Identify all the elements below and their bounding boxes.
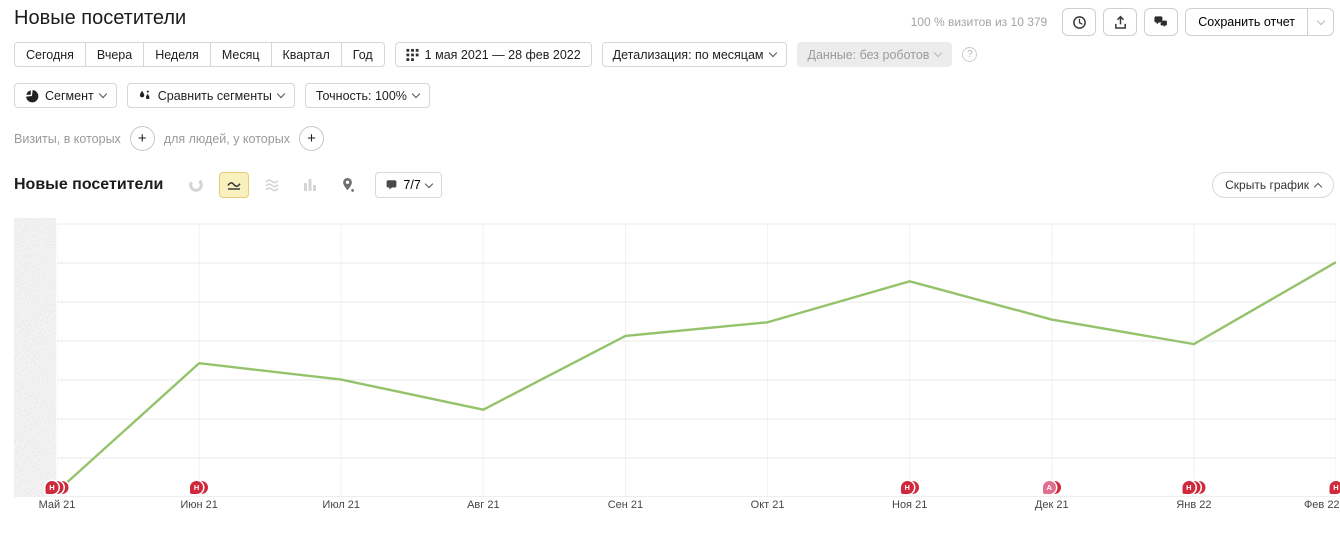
chevron-down-icon — [411, 89, 421, 99]
accuracy-label: Точность: 100% — [315, 88, 407, 103]
chart-type-map-button[interactable] — [333, 172, 363, 198]
detalization-label: Детализация: по месяцам — [612, 47, 764, 62]
annotation-bubble-icon: Н — [45, 481, 59, 494]
map-pin-icon — [343, 178, 355, 192]
x-axis-label: Авг 21 — [467, 499, 500, 511]
detalization-button[interactable]: Детализация: по месяцам — [601, 42, 787, 67]
date-range-button[interactable]: 1 мая 2021 — 28 фев 2022 — [394, 42, 592, 67]
compare-segments-button[interactable]: Сравнить сегменты — [126, 83, 295, 108]
annotation-badge[interactable]: Н — [190, 481, 209, 496]
save-report-split-button: Сохранить отчет — [1185, 8, 1334, 36]
history-clock-icon — [1072, 15, 1086, 29]
chart-type-donut-button[interactable] — [181, 172, 211, 198]
annotation-badge[interactable]: Н — [45, 481, 69, 496]
x-axis-label: Июн 21 — [180, 499, 218, 511]
data-filter-label: Данные: без роботов — [807, 47, 930, 62]
x-axis-label: Ноя 21 — [892, 499, 928, 511]
chevron-down-icon — [768, 48, 777, 58]
chart-type-stacked-button[interactable] — [257, 172, 287, 198]
visits-summary: 100 % визитов из 10 379 — [910, 15, 1048, 29]
annotation-badge[interactable]: Н — [900, 481, 919, 496]
chart-title: Новые посетители — [14, 176, 164, 193]
x-axis-label: Июл 21 — [322, 499, 361, 511]
stacked-area-icon — [265, 179, 279, 192]
chart-canvas — [57, 223, 1336, 497]
x-axis-label: Май 21 — [38, 499, 76, 511]
comments-button[interactable] — [1144, 8, 1179, 36]
annotation-bubble-icon: Н — [900, 481, 914, 494]
chart-type-line-button[interactable] — [219, 172, 250, 198]
add-people-filter-button[interactable]: + — [298, 126, 324, 151]
chevron-up-icon — [1313, 182, 1323, 191]
export-button[interactable] — [1103, 8, 1138, 36]
export-icon — [1114, 15, 1126, 29]
page-title: Новые посетители — [14, 7, 187, 29]
annotation-bubble-icon: Н — [190, 481, 204, 494]
annotation-badge[interactable]: Н — [1329, 481, 1340, 496]
period-tab-today[interactable]: Сегодня — [14, 42, 86, 67]
comments-count: 7/7 — [403, 178, 421, 192]
segment-label: Сегмент — [45, 88, 94, 103]
accuracy-button[interactable]: Точность: 100% — [304, 83, 430, 108]
annotation-bubble-icon: Н — [1329, 481, 1340, 494]
header-toolbar: 100 % визитов из 10 379 Сохранить отчет — [911, 8, 1334, 36]
compare-segments-label: Сравнить сегменты — [157, 88, 272, 103]
annotation-badge[interactable]: А — [1042, 481, 1061, 496]
period-tab-year[interactable]: Год — [340, 42, 385, 67]
filter-row: Визиты, в которых + для людей, у которых… — [14, 126, 324, 151]
redacted-y-axis-noise — [14, 218, 56, 497]
period-tab-quarter[interactable]: Квартал — [270, 42, 342, 67]
chevron-down-icon — [98, 89, 107, 99]
segment-row: Сегмент Сравнить сегменты Точность: 100% — [14, 83, 430, 108]
comments-icon — [1154, 15, 1169, 29]
period-tab-month[interactable]: Месяц — [209, 42, 272, 67]
calendar-grid-icon — [406, 48, 419, 61]
pie-segment-icon — [26, 89, 39, 102]
donut-chart-icon — [189, 178, 204, 192]
bar-chart-icon — [304, 179, 317, 191]
annotation-badge[interactable]: Н — [1182, 481, 1206, 496]
data-filter-button[interactable]: Данные: без роботов — [796, 42, 953, 67]
annotation-bubble-icon: А — [1042, 481, 1056, 494]
segment-button[interactable]: Сегмент — [14, 83, 117, 108]
help-icon[interactable]: ? — [962, 47, 978, 62]
x-axis-label: Окт 21 — [750, 499, 785, 511]
chart-comments-button[interactable]: 7/7 — [375, 172, 442, 198]
period-tab-week[interactable]: Неделя — [143, 42, 211, 67]
drops-icon — [139, 90, 150, 99]
line-chart-icon — [227, 182, 242, 190]
x-axis-labels: Май 21 Июн 21 Июл 21 Авг 21 Сен 21 Окт 2… — [39, 499, 1340, 513]
x-axis-label: Фев 22 — [1303, 499, 1340, 511]
annotation-bubble-icon: Н — [1182, 481, 1196, 494]
period-tab-yesterday[interactable]: Вчера — [84, 42, 145, 67]
chart-type-bars-button[interactable] — [295, 172, 325, 198]
period-tabs: Сегодня Вчера Неделя Месяц Квартал Год — [14, 42, 385, 67]
hide-chart-button[interactable]: Скрыть график — [1212, 172, 1334, 198]
x-axis-label: Сен 21 — [607, 499, 644, 511]
people-filter-label: для людей, у которых — [163, 131, 290, 146]
chart-header: Новые посетители — [14, 172, 442, 198]
save-report-dropdown-button[interactable] — [1308, 8, 1334, 36]
chevron-down-icon — [276, 89, 286, 99]
comment-bubble-icon — [387, 179, 397, 190]
date-range-label: 1 мая 2021 — 28 фев 2022 — [424, 47, 581, 62]
chevron-down-icon — [934, 48, 943, 58]
save-report-button[interactable]: Сохранить отчет — [1185, 8, 1308, 36]
history-clock-button[interactable] — [1062, 8, 1097, 36]
visits-filter-label: Визиты, в которых — [14, 131, 121, 146]
period-row: Сегодня Вчера Неделя Месяц Квартал Год 1… — [14, 42, 978, 67]
add-visit-filter-button[interactable]: + — [129, 126, 155, 151]
chevron-down-icon — [424, 179, 434, 188]
chevron-down-icon — [1316, 16, 1325, 25]
hide-chart-label: Скрыть график — [1225, 178, 1309, 192]
x-axis-label: Янв 22 — [1176, 499, 1212, 511]
x-axis-label: Дек 21 — [1034, 499, 1069, 511]
